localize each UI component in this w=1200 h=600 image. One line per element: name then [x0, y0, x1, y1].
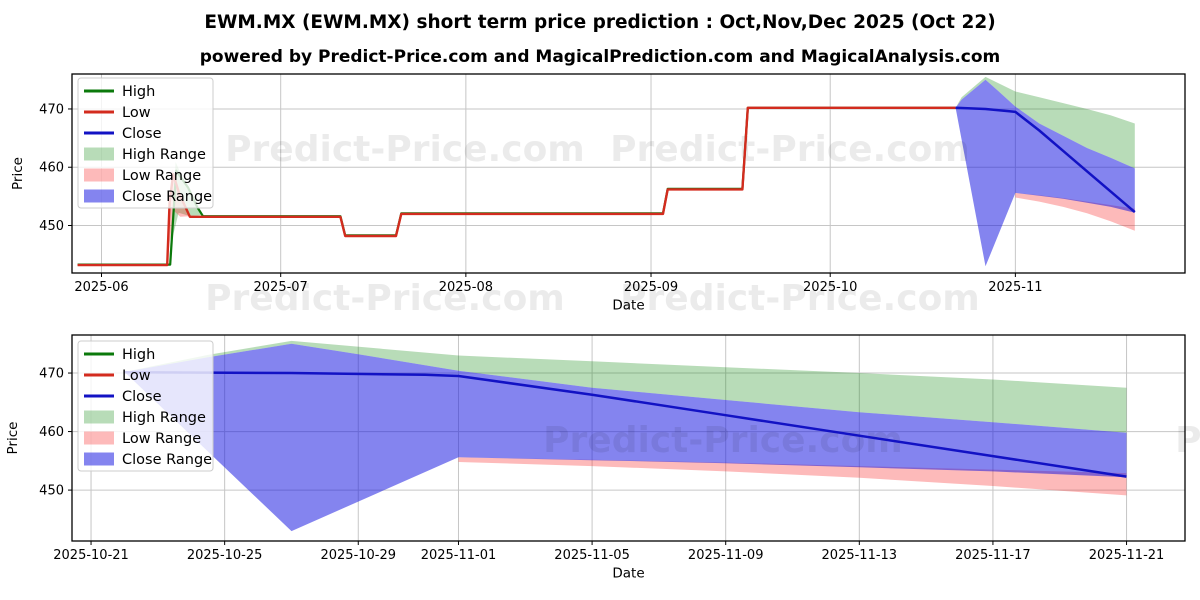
legend-item-high: High: [84, 84, 155, 100]
page-subtitle: powered by Predict-Price.com and Magical…: [199, 47, 1001, 67]
x-tick-label: 2025-08: [439, 280, 493, 295]
x-tick-label: 2025-11-05: [554, 548, 630, 563]
legend-label: Close Range: [122, 452, 212, 468]
y-tick-label: 460: [39, 161, 64, 176]
low-range-band: [1015, 192, 1135, 231]
history-chart: Predict-Price.com Predict-Price.com 2025-0…: [10, 73, 1186, 314]
plot-border: [71, 73, 1186, 274]
legend-item-close-range: Close Range: [84, 189, 212, 205]
watermark-text: Predict-Price.com: [610, 129, 970, 170]
legend-label: Low: [122, 105, 151, 121]
x-tick-label: 2025-10: [803, 280, 857, 295]
legend-label: Low Range: [122, 431, 201, 447]
x-tick-label: 2025-06: [74, 280, 128, 295]
y-axis-label: Price: [5, 422, 21, 455]
x-tick-label: 2025-10-25: [187, 548, 263, 563]
y-tick-label: 470: [39, 367, 64, 382]
legend: High Low Close High Range Low Range Close Ran…: [77, 340, 214, 472]
legend-item-low-range: Low Range: [84, 168, 201, 184]
close-line: [955, 106, 1136, 214]
x-tick-label: 2025-10-21: [53, 548, 129, 563]
close-line: [124, 370, 1127, 478]
page-title: EWM.MX (EWM.MX) short term price predict…: [204, 12, 996, 33]
legend-item-low: Low: [84, 368, 151, 384]
x-tick-label: 2025-11-13: [822, 548, 898, 563]
x-tick-label: 2025-11: [988, 280, 1042, 295]
x-tick-label: 2025-11-09: [688, 548, 764, 563]
legend-item-high-range: High Range: [84, 410, 206, 426]
high-range-band: [955, 76, 1135, 169]
y-axis-label: Price: [10, 157, 26, 190]
watermark-text: Predict-Price.com: [225, 129, 585, 170]
x-tick-label: 2025-10-29: [320, 548, 396, 563]
watermark-text: Predict-Price.com: [205, 278, 565, 319]
legend-label: Close Range: [122, 189, 212, 205]
legend-label: High: [122, 347, 155, 363]
legend-label: High Range: [122, 410, 206, 426]
y-tick-label: 470: [39, 102, 64, 117]
high-range-band: [124, 340, 1127, 433]
y-tick-label: 450: [39, 219, 64, 234]
legend-label: Low Range: [122, 168, 201, 184]
legend-band-swatch: [84, 431, 114, 445]
legend-item-close: Close: [84, 389, 162, 405]
legend-band-swatch: [84, 147, 114, 161]
x-axis-label: Date: [612, 298, 644, 314]
legend-label: High Range: [122, 147, 206, 163]
y-tick-label: 460: [39, 425, 64, 440]
legend-band-swatch: [84, 189, 114, 203]
x-tick-label: 2025-11-17: [955, 548, 1031, 563]
x-tick-label: 2025-11-21: [1089, 548, 1165, 563]
legend-label: Close: [122, 389, 162, 405]
legend-band-swatch: [84, 168, 114, 182]
legend-item-low: Low: [84, 105, 151, 121]
watermark-text: Predict-Price.com: [620, 278, 980, 319]
legend-item-high-range: High Range: [84, 147, 206, 163]
x-tick-label: 2025-07: [254, 280, 308, 295]
legend-label: Low: [122, 368, 151, 384]
watermark-text: Predict-Price.com: [543, 420, 903, 461]
legend-band-swatch: [84, 410, 114, 424]
x-axis-label: Date: [612, 566, 644, 582]
y-tick-label: 450: [39, 484, 64, 499]
plot-border: [71, 334, 1186, 542]
legend-item-close: Close: [84, 126, 162, 142]
low-range-band: [458, 457, 1127, 496]
legend-band-swatch: [84, 452, 114, 466]
x-tick-label: 2025-11-01: [421, 548, 497, 563]
close-range-band: [124, 343, 1127, 532]
legend: High Low Close High Range Low Range Close Ran…: [77, 77, 214, 209]
x-tick-label: 2025-09: [624, 280, 678, 295]
prediction-chart: Predict-Price.com Predict-Price.com 2025-1…: [5, 334, 1200, 582]
legend-item-close-range: Close Range: [84, 452, 212, 468]
watermark-text: Predict-Price.com: [1175, 420, 1200, 461]
legend-label: Close: [122, 126, 162, 142]
legend-item-high: High: [84, 347, 155, 363]
legend-item-low-range: Low Range: [84, 431, 201, 447]
close-range-band: [955, 79, 1135, 267]
legend-label: High: [122, 84, 155, 100]
